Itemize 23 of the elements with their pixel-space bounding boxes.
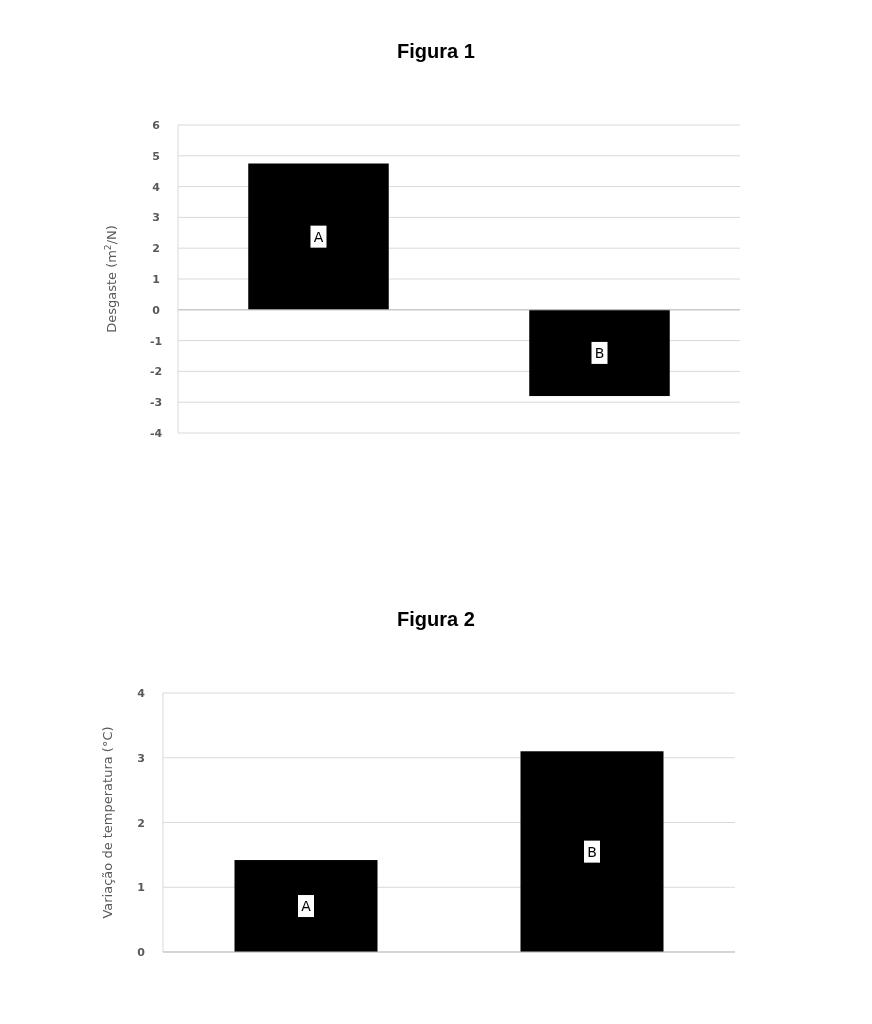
- y-tick-label: 3: [152, 211, 160, 225]
- chart-title: Figura 2: [397, 608, 475, 630]
- y-tick-label: -3: [149, 396, 163, 410]
- x-tick-label: B: [594, 344, 605, 361]
- y-tick-label: 2: [152, 242, 160, 256]
- y-tick-label: 4: [152, 180, 161, 194]
- y-axis-title: Variação de temperatura (°C): [100, 726, 115, 919]
- y-tick-label: 5: [152, 149, 160, 163]
- y-tick-label: 6: [152, 119, 161, 132]
- y-tick-label: 1: [152, 273, 160, 286]
- y-tick-label: -1: [149, 334, 163, 348]
- x-tick-label: A: [313, 228, 324, 245]
- y-tick-label: 1: [137, 881, 145, 895]
- x-tick-label: B: [587, 843, 597, 860]
- chart-title: Figura 1: [397, 40, 475, 62]
- y-tick-label: 4: [137, 687, 146, 700]
- y-tick-label: 2: [137, 816, 145, 830]
- x-tick-label: A: [301, 898, 312, 915]
- y-tick-label: 0: [137, 946, 146, 959]
- y-tick-label: -4: [149, 427, 163, 440]
- y-tick-label: -2: [149, 365, 163, 379]
- y-tick-label: 0: [152, 303, 161, 317]
- y-tick-label: 3: [137, 751, 145, 765]
